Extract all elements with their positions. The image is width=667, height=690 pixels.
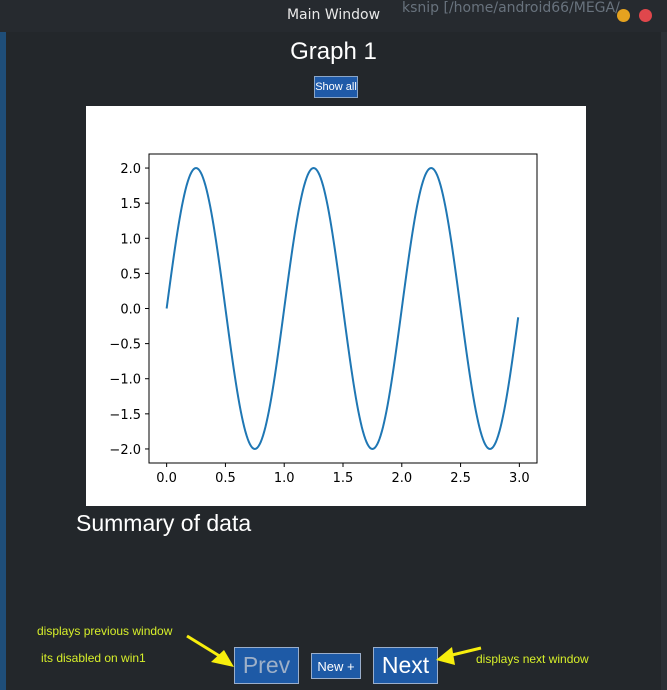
- main-content: Graph 1 Show all 0.0 0.5 1.0 1.5 2.0 2.5 3.0 2.…: [6, 32, 661, 690]
- y-tick-label: 2.0: [120, 162, 141, 177]
- x-tick-label: 0.5: [215, 471, 236, 486]
- next-note: displays next window: [476, 652, 589, 666]
- plot-card: 0.0 0.5 1.0 1.5 2.0 2.5 3.0 2.0 1.5 1.0 0.5 0.0 −0.5…: [86, 106, 586, 506]
- x-tick-label: 2.5: [450, 471, 471, 486]
- graph-title: Graph 1: [290, 38, 377, 65]
- line-chart: 0.0 0.5 1.0 1.5 2.0 2.5 3.0 2.0 1.5 1.0 0.5 0.0 −0.5…: [109, 153, 538, 486]
- x-tick-label: 3.0: [509, 471, 530, 486]
- minimize-button[interactable]: [617, 9, 630, 22]
- prev-note-line1: displays previous window: [37, 624, 173, 638]
- x-tick-label: 0.0: [156, 471, 177, 486]
- y-tick-label: 0.0: [120, 303, 141, 318]
- show-all-button[interactable]: Show all: [314, 76, 358, 98]
- next-button[interactable]: Next: [373, 647, 438, 684]
- window-titlebar[interactable]: ksnip [/home/android66/MEGA/ Main Window: [0, 0, 667, 32]
- y-tick-label: 1.5: [120, 197, 141, 212]
- next-arrow-head: [436, 647, 455, 665]
- y-tick-label: −2.0: [109, 443, 141, 458]
- next-arrow-shaft: [447, 646, 482, 658]
- prev-note-line2: its disabled on win1: [41, 651, 146, 665]
- summary-label: Summary of data: [76, 510, 252, 536]
- desktop-background: [0, 0, 6, 690]
- prev-arrow-head: [211, 650, 234, 667]
- y-tick-label: −1.0: [109, 373, 141, 388]
- sine-series-line: [165, 167, 520, 450]
- y-tick-label: −0.5: [109, 338, 141, 353]
- prev-button: Prev: [234, 647, 299, 684]
- x-tick-label: 1.0: [274, 471, 295, 486]
- background-window-title: ksnip [/home/android66/MEGA/: [402, 0, 620, 16]
- close-button[interactable]: [639, 9, 652, 22]
- x-tick-label: 1.5: [333, 471, 354, 486]
- y-tick-label: 1.0: [120, 232, 141, 247]
- window-title: Main Window: [286, 7, 381, 23]
- x-tick-label: 2.0: [391, 471, 412, 486]
- y-tick-label: −1.5: [109, 408, 141, 423]
- new-button[interactable]: New +: [311, 653, 361, 679]
- y-tick-label: 0.5: [120, 267, 141, 282]
